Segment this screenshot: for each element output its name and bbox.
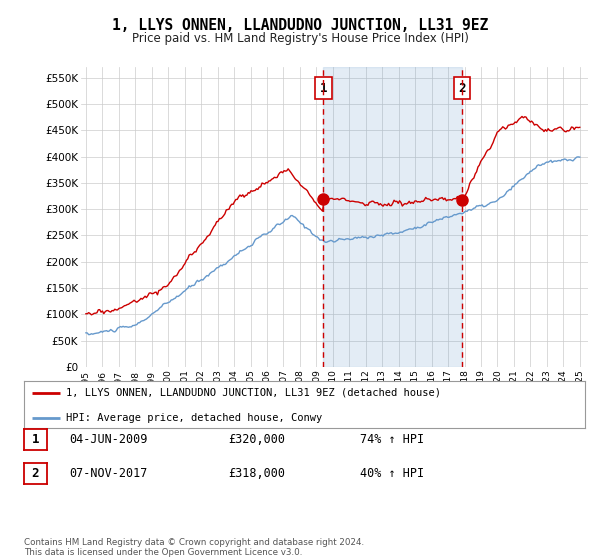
Text: 2: 2 (32, 466, 39, 480)
Text: 1: 1 (320, 82, 327, 95)
Text: 1, LLYS ONNEN, LLANDUDNO JUNCTION, LL31 9EZ: 1, LLYS ONNEN, LLANDUDNO JUNCTION, LL31 … (112, 18, 488, 33)
Text: 40% ↑ HPI: 40% ↑ HPI (360, 466, 424, 480)
Text: 04-JUN-2009: 04-JUN-2009 (69, 433, 148, 446)
Text: 07-NOV-2017: 07-NOV-2017 (69, 466, 148, 480)
Text: 1, LLYS ONNEN, LLANDUDNO JUNCTION, LL31 9EZ (detached house): 1, LLYS ONNEN, LLANDUDNO JUNCTION, LL31 … (66, 388, 441, 398)
Text: 2: 2 (458, 82, 466, 95)
Text: HPI: Average price, detached house, Conwy: HPI: Average price, detached house, Conw… (66, 413, 322, 423)
Text: 74% ↑ HPI: 74% ↑ HPI (360, 433, 424, 446)
Text: 1: 1 (32, 433, 39, 446)
Text: £320,000: £320,000 (228, 433, 285, 446)
Text: Contains HM Land Registry data © Crown copyright and database right 2024.
This d: Contains HM Land Registry data © Crown c… (24, 538, 364, 557)
Text: £318,000: £318,000 (228, 466, 285, 480)
Text: Price paid vs. HM Land Registry's House Price Index (HPI): Price paid vs. HM Land Registry's House … (131, 32, 469, 45)
Bar (323, 67, 462, 367)
